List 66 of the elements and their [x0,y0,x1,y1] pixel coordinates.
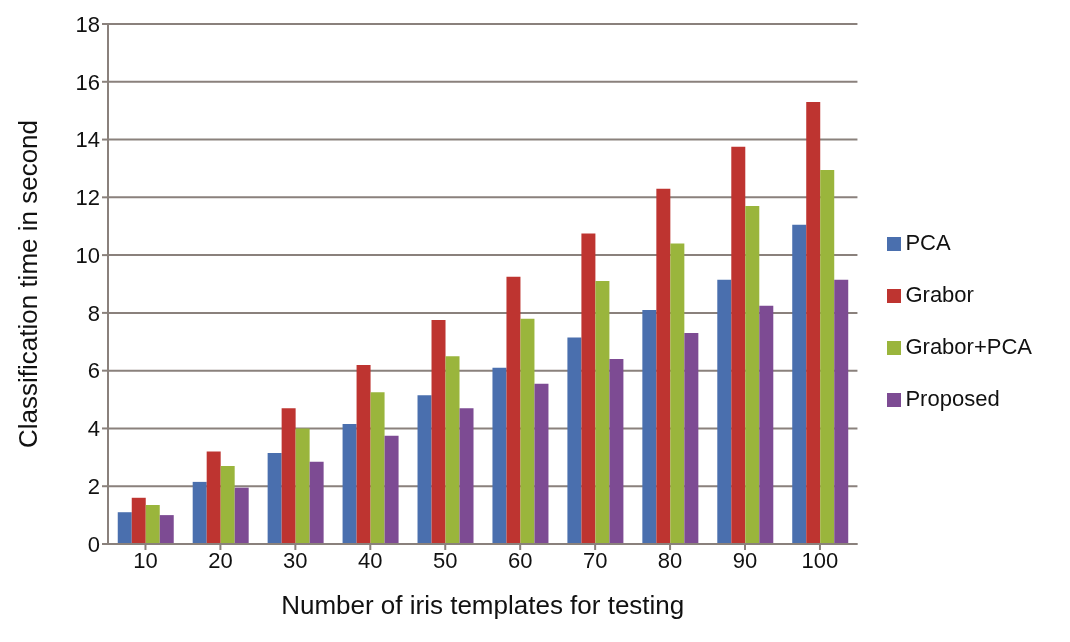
y-tick-label: 4 [87,416,100,442]
bar [131,497,146,544]
legend-label: Proposed [905,386,1000,411]
bar [717,279,732,544]
x-tick-label: 50 [433,547,458,573]
x-tick-label: 70 [582,547,608,573]
bar [492,367,507,544]
bar [267,453,282,544]
bar [356,364,371,544]
y-tick-label: 12 [75,185,100,211]
bar [417,395,432,544]
bar [834,279,849,544]
y-axis-title: Classification time in second [13,119,44,449]
x-tick-label: 60 [507,547,533,573]
bar [567,337,582,544]
bar [295,428,310,544]
x-tick-label: 20 [208,547,233,573]
bar [309,461,324,544]
x-tick-label: 30 [283,547,308,573]
y-tick-label: 14 [75,127,100,153]
x-tick-label: 10 [133,547,158,573]
bar [342,424,357,544]
bar [820,169,835,544]
bar [117,512,132,544]
bar [459,408,474,544]
bar [656,188,671,544]
legend-label: PCA [905,230,951,255]
bar [792,224,807,544]
bar [670,243,685,544]
legend-label: Grabor [905,282,974,307]
bar [506,276,521,544]
bar [370,392,385,544]
bar [206,451,221,544]
x-tick-label: 90 [732,547,758,573]
x-tick-label: 80 [657,547,683,573]
bar [431,320,446,544]
y-tick-label: 6 [87,358,100,384]
bar [281,408,296,544]
y-tick-label: 2 [87,474,100,500]
bar [159,515,174,544]
bar [234,487,249,544]
bar [520,318,535,544]
y-tick-label: 16 [75,69,100,95]
y-tick-label: 0 [87,531,100,557]
bar [595,281,610,544]
bar [534,383,549,544]
bar [192,481,207,544]
legend-label: Grabor+PCA [905,334,1032,359]
bar [806,102,821,544]
bar [445,356,460,544]
x-axis-title: Number of iris templates for testing [281,590,685,620]
bar [581,233,596,544]
bar [642,310,657,544]
bar [145,505,160,544]
x-tick-label: 40 [358,547,383,573]
bar [609,359,624,544]
bar [220,466,235,544]
bar [731,146,746,544]
bar [684,333,699,544]
y-tick-label: 8 [87,300,100,326]
y-tick-label: 18 [75,11,100,37]
bar [384,435,399,544]
bar [745,206,760,544]
bar [759,305,774,544]
x-tick-label: 100 [801,547,839,573]
y-tick-label: 10 [75,242,100,268]
